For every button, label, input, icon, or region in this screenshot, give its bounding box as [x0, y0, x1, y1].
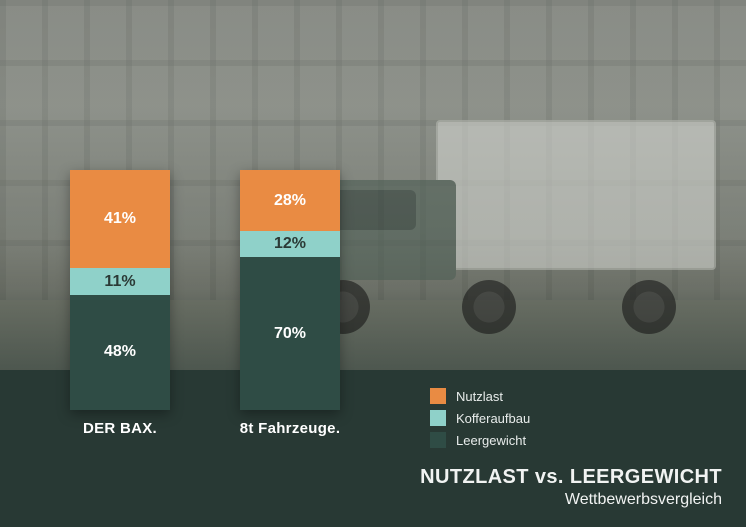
- bar-stack: 41% 11% 48%: [70, 170, 170, 410]
- bar-segment-leergewicht: 48%: [70, 295, 170, 410]
- bar-segment-value: 41%: [104, 210, 136, 228]
- bar-segment-nutzlast: 28%: [240, 170, 340, 231]
- bar-column: 41% 11% 48% DER BAX.: [70, 170, 170, 437]
- bar-segment-leergewicht: 70%: [240, 257, 340, 410]
- legend-swatch: [430, 410, 446, 426]
- legend-swatch: [430, 388, 446, 404]
- title-block: NUTZLAST vs. LEERGEWICHT Wettbewerbsverg…: [420, 466, 722, 509]
- title-line2: Wettbewerbsvergleich: [420, 491, 722, 509]
- title-line1: NUTZLAST vs. LEERGEWICHT: [420, 466, 722, 489]
- bar-label: DER BAX.: [83, 420, 157, 437]
- stacked-bar-chart: 41% 11% 48% DER BAX. 28% 12% 70% 8t Fahrzeuge.: [70, 170, 390, 480]
- legend-label: Leergewicht: [456, 433, 526, 448]
- legend-swatch: [430, 432, 446, 448]
- bar-segment-kofferaufbau: 11%: [70, 268, 170, 294]
- legend: Nutzlast Kofferaufbau Leergewicht: [430, 388, 530, 448]
- legend-item: Kofferaufbau: [430, 410, 530, 426]
- bar-segment-value: 70%: [274, 325, 306, 343]
- infographic-stage: 41%11%48%DER BAX.28%12%70%8t Fahrzeuge. …: [0, 0, 746, 527]
- bar-segment-value: 12%: [274, 235, 306, 253]
- bar-segment-nutzlast: 41%: [70, 170, 170, 268]
- legend-item: Nutzlast: [430, 388, 530, 404]
- bar-segment-value: 28%: [274, 192, 306, 210]
- bar-segment-value: 48%: [104, 343, 136, 361]
- truck-wheel: [462, 280, 516, 334]
- bar-label: 8t Fahrzeuge.: [240, 420, 341, 437]
- truck-wheel: [622, 280, 676, 334]
- legend-label: Nutzlast: [456, 389, 503, 404]
- bar-stack: 28% 12% 70%: [240, 170, 340, 410]
- legend-item: Leergewicht: [430, 432, 530, 448]
- truck-box: [436, 120, 716, 270]
- bar-column: 28% 12% 70% 8t Fahrzeuge.: [240, 170, 340, 437]
- bar-segment-kofferaufbau: 12%: [240, 231, 340, 257]
- bar-segment-value: 11%: [104, 273, 135, 291]
- legend-label: Kofferaufbau: [456, 411, 530, 426]
